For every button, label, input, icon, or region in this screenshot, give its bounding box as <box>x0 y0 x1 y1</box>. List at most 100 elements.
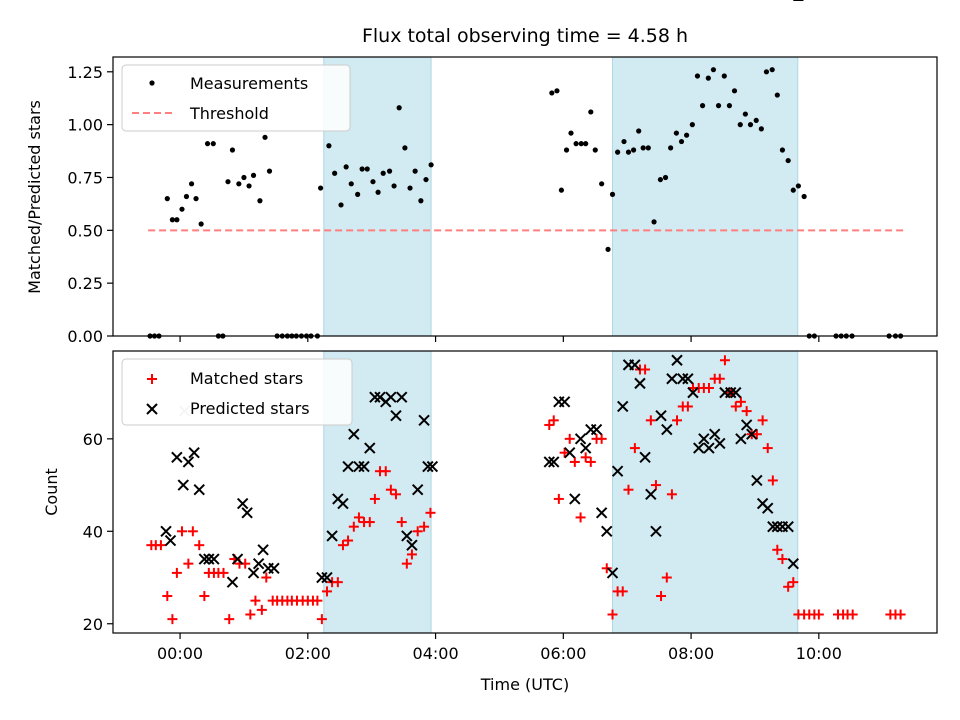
matched-star-point <box>261 572 272 583</box>
predicted-star-point <box>198 553 211 565</box>
measurement-point <box>317 185 324 191</box>
predicted-star-point <box>709 428 721 440</box>
matched-star-point <box>601 563 612 574</box>
measurement-point <box>779 147 786 153</box>
x-tick-label: 10:00 <box>796 644 842 663</box>
matched-star-point <box>316 614 327 625</box>
measurement-point <box>774 92 780 98</box>
matched-star-point <box>772 544 783 555</box>
matched-star-point <box>767 475 778 486</box>
predicted-star-point <box>606 567 619 579</box>
measurement-point <box>343 164 349 170</box>
predicted-star-point <box>411 483 424 496</box>
bottom-predicted-points <box>160 0 804 588</box>
chart-title: Flux total observing time = 4.58 h <box>362 25 688 47</box>
matched-star-point <box>250 595 261 606</box>
measurement-point <box>785 157 791 164</box>
measurement-point <box>380 170 386 176</box>
measurement-point <box>758 126 764 132</box>
measurement-point <box>407 185 413 191</box>
legend-predicted-label: Predicted stars <box>190 399 310 418</box>
predicted-star-point <box>558 396 571 408</box>
predicted-star-point <box>564 446 576 459</box>
measurement-point <box>662 174 669 181</box>
predicted-star-point <box>171 451 183 464</box>
matched-star-point <box>396 517 407 528</box>
predicted-star-point <box>762 502 774 514</box>
matched-star-point <box>650 480 661 491</box>
legend-x-glyph <box>146 403 158 415</box>
predicted-star-point <box>418 414 430 427</box>
measurement-point <box>801 193 807 200</box>
matched-star-point <box>390 489 401 500</box>
predicted-star-point <box>203 553 215 565</box>
predicted-star-point <box>703 442 715 454</box>
bottom-x-axis: 00:00 02:00 04:00 06:00 08:00 10:00 <box>157 633 842 663</box>
matched-star-point <box>629 443 640 454</box>
measurement-point <box>699 103 706 109</box>
measurement-point <box>630 147 637 153</box>
matched-star-point <box>777 554 788 565</box>
predicted-star-point <box>326 530 338 542</box>
measurement-point <box>266 168 273 174</box>
predicted-star-point <box>422 460 434 473</box>
y-tick-label: 1.25 <box>67 63 103 82</box>
y-tick-label: 1.00 <box>67 116 103 135</box>
matched-star-point <box>155 540 166 551</box>
measurement-point <box>625 149 632 155</box>
measurement-point <box>573 141 579 147</box>
measurement-point <box>678 138 685 145</box>
predicted-star-point <box>693 442 705 454</box>
predicted-star-point <box>401 530 413 542</box>
predicted-star-point <box>268 562 280 574</box>
predicted-star-point <box>601 525 613 538</box>
legend-threshold-label: Threshold <box>189 104 269 123</box>
measurement-point <box>375 189 381 195</box>
measurement-point <box>795 183 801 189</box>
bottom-matched-points <box>146 355 906 625</box>
measurement-point <box>164 196 170 202</box>
matched-star-point <box>401 558 412 569</box>
matched-star-point <box>757 415 768 426</box>
matched-star-point <box>194 540 205 551</box>
predicted-star-point <box>548 456 560 468</box>
matched-star-point <box>369 493 380 504</box>
predicted-star-point <box>390 410 402 422</box>
matched-star-point <box>751 429 762 440</box>
measurement-point <box>636 128 642 134</box>
x-axis-label: Time (UTC) <box>480 675 569 694</box>
predicted-star-point <box>164 534 177 547</box>
bottom-legend-box <box>121 358 353 426</box>
matched-star-point <box>607 609 618 620</box>
y-tick-label: 60 <box>83 430 103 449</box>
predicted-star-point <box>782 520 794 533</box>
matched-star-point <box>348 521 359 532</box>
matched-star-point <box>171 567 182 578</box>
measurement-point <box>684 132 690 138</box>
measurement-point <box>790 187 796 193</box>
top-plot-frame <box>112 56 938 337</box>
matched-star-point <box>245 609 256 620</box>
measurement-point <box>229 147 236 153</box>
predicted-star-point <box>714 437 726 450</box>
measurement-point <box>645 145 651 151</box>
matched-star-point <box>553 493 564 504</box>
measurement-point <box>710 67 717 73</box>
matched-star-point <box>312 595 323 606</box>
y-tick-label: 0.00 <box>67 327 103 346</box>
predicted-star-point <box>611 465 624 477</box>
measurement-point <box>326 143 332 149</box>
predicted-star-point <box>771 520 784 533</box>
predicted-star-point <box>735 433 747 445</box>
predicted-star-point <box>188 446 200 459</box>
predicted-star-point <box>543 456 555 468</box>
x-tick-label: 04:00 <box>413 644 459 663</box>
top-y-axis: 0.00 0.25 0.50 0.75 1.00 1.25 <box>67 63 113 346</box>
matched-star-point <box>548 415 559 426</box>
measurement-point <box>554 88 560 94</box>
predicted-star-point <box>682 373 694 385</box>
matched-star-point <box>645 415 656 426</box>
top-legend-box <box>121 64 351 132</box>
measurement-point <box>651 219 657 225</box>
